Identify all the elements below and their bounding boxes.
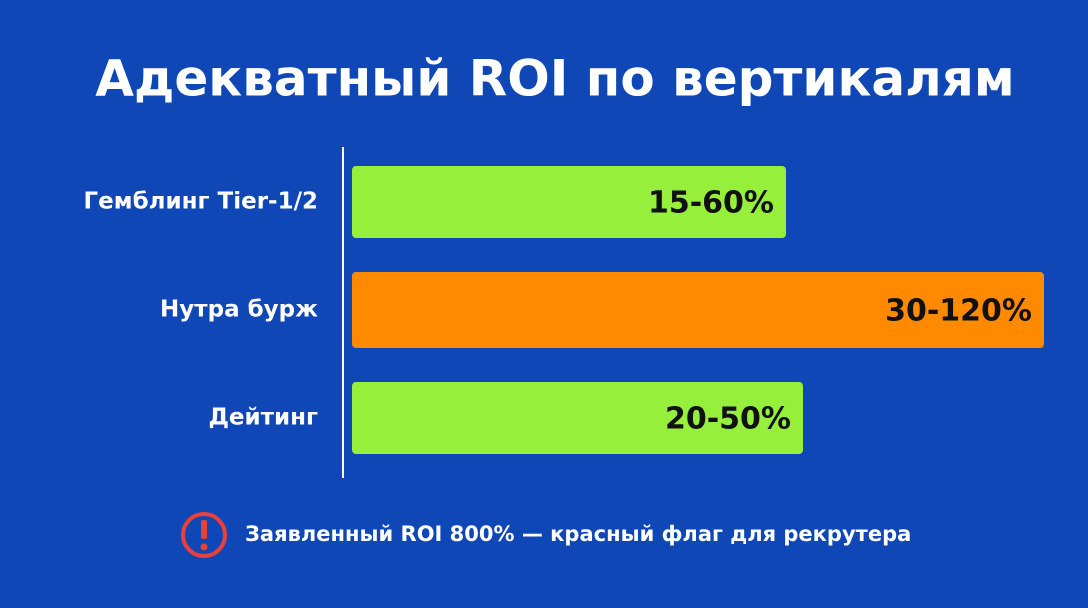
warning-icon-dot xyxy=(200,543,208,551)
warning-icon xyxy=(181,512,227,558)
rows: Гемблинг Tier-1/2 15-60% Нутра бурж 30-120%… xyxy=(84,166,1044,454)
bar-value: 30-120% xyxy=(885,294,1032,329)
bar xyxy=(352,272,1044,348)
bar xyxy=(352,166,786,238)
bar-value: 15-60% xyxy=(648,186,774,221)
row-label: Гемблинг Tier-1/2 xyxy=(84,189,318,215)
note: Заявленный ROI 800% — красный флаг для р… xyxy=(245,522,911,546)
row-label: Нутра бурж xyxy=(160,297,318,323)
warning-icon-bar xyxy=(201,520,207,539)
title: Адекватный ROI по вертикалям xyxy=(95,50,1014,108)
bar xyxy=(352,382,803,454)
bar-value: 20-50% xyxy=(665,402,791,437)
row-label: Дейтинг xyxy=(208,405,318,431)
